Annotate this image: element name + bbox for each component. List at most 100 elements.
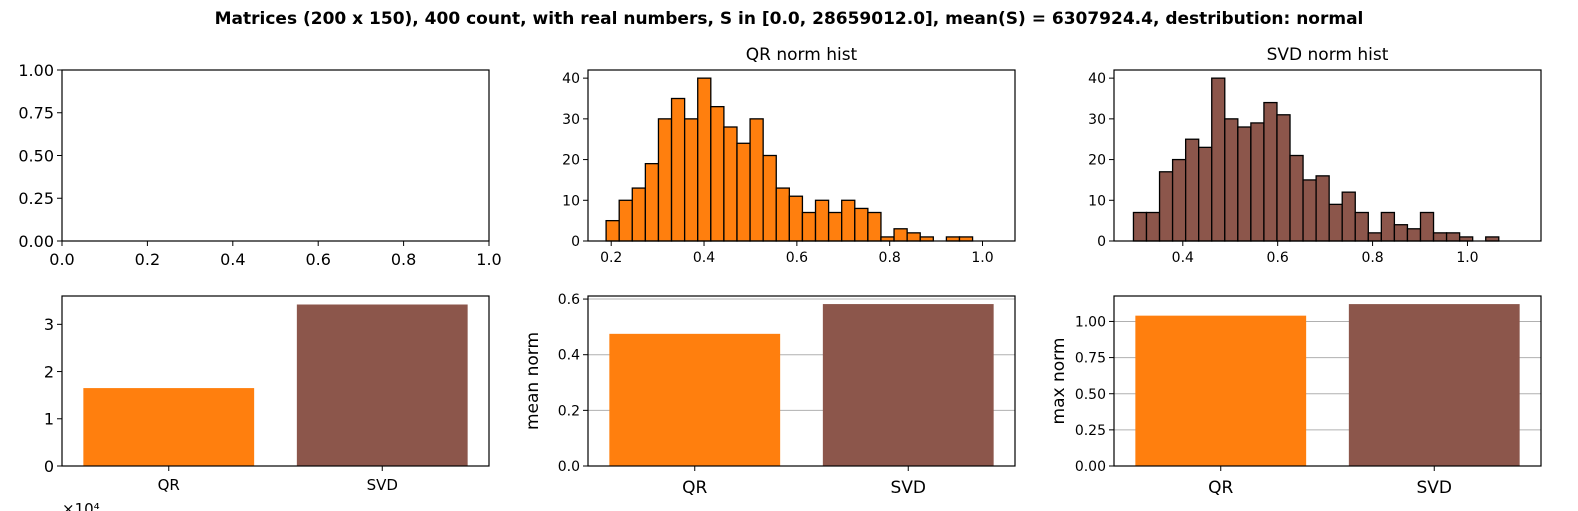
hist-bar [749, 118, 764, 242]
y-tick-label: 0.25 [1075, 423, 1106, 439]
hist-bar [1132, 211, 1148, 242]
hist-bar [1302, 179, 1317, 242]
y-tick-label: 0.00 [1075, 459, 1106, 475]
hist-bar [841, 199, 856, 242]
y-axis-label: mean norm [523, 332, 543, 430]
bar-qr [1135, 315, 1307, 466]
y-tick-label: 0 [1097, 234, 1106, 250]
hist-bar [1458, 236, 1474, 242]
x-tick-label: QR [682, 478, 707, 498]
x-tick-label: 0.6 [305, 250, 330, 269]
axes-frame [1113, 295, 1542, 467]
hist-bar [1211, 77, 1226, 242]
y-tick-label: 0.2 [558, 403, 580, 419]
hist-bar [775, 187, 790, 242]
y-tick-label: 0.75 [18, 104, 54, 123]
y-tick-label: 10 [562, 193, 580, 209]
y-tick-label: 2 [44, 362, 54, 381]
hist-bar [958, 236, 974, 242]
hist-bar [801, 211, 817, 242]
x-tick-label: SVD [890, 478, 926, 498]
hist-bar [1145, 211, 1161, 242]
hist-bar [854, 207, 869, 242]
hist-bar [1328, 203, 1343, 242]
x-tick-label: SVD [367, 476, 398, 494]
axes-frame [587, 69, 1016, 242]
x-tick-label: 0.6 [1267, 250, 1289, 266]
y-tick-label: 0 [571, 234, 580, 250]
y-tick-label: 0.25 [18, 189, 54, 208]
y-tick-label: 1.00 [1075, 314, 1106, 330]
hist-bar [1354, 211, 1369, 242]
hist-bar [1237, 126, 1252, 242]
figure-title: Matrices (200 x 150), 400 count, with re… [214, 9, 1364, 29]
hist-bar [1224, 118, 1239, 242]
hist-bar [697, 77, 712, 242]
y-tick-label: 1.00 [18, 61, 54, 80]
hist-bar [1406, 228, 1422, 242]
hist-bar [1393, 224, 1409, 242]
subplot-4: QR SVD 0 1 2 3 ×10⁴ [44, 295, 490, 511]
y-tick-label: 0.00 [18, 232, 54, 251]
bar-svd [1348, 304, 1520, 466]
y-tick-label: 0.0 [558, 459, 580, 475]
y-axis-label: max norm [1049, 338, 1069, 425]
x-tick-label: 1.0 [476, 250, 501, 269]
y-tick-label: 40 [1088, 71, 1106, 87]
y-tick-label: 40 [562, 71, 580, 87]
hist-bar [827, 211, 843, 242]
hist-bar [919, 236, 934, 242]
y-tick-label: 0.6 [558, 292, 580, 308]
x-tick-label: 0.8 [1361, 250, 1383, 266]
hist-bar [1315, 175, 1330, 242]
hist-bar [880, 236, 895, 242]
x-tick-label: 0.0 [49, 250, 74, 269]
subplot-6: QR SVD 0.00 0.25 0.50 0.75 1.00 max norm [1049, 295, 1542, 498]
x-tick-label: 0.4 [1172, 250, 1194, 266]
y-tick-label: 20 [1088, 153, 1106, 169]
x-tick-label: 0.4 [693, 250, 715, 266]
hist-bar [723, 126, 738, 242]
axes-frame [587, 295, 1016, 467]
x-tick-label: 0.8 [391, 250, 416, 269]
y-tick-label: 0.4 [558, 348, 580, 364]
hist-bar [788, 195, 804, 242]
hist-bar [736, 142, 751, 242]
y-tick-label: 0.50 [18, 146, 54, 165]
hist-bar [1198, 146, 1213, 242]
hist-bar [867, 211, 882, 242]
x-tick-label: 0.2 [600, 250, 622, 266]
hist-bar [1341, 191, 1356, 242]
hist-bar [670, 97, 686, 242]
hist-bar [893, 228, 908, 242]
y-tick-label: 3 [44, 315, 54, 334]
hist-bar [605, 219, 620, 242]
hist-bar [814, 199, 830, 242]
y-tick-label: 0.50 [1075, 387, 1106, 403]
subplot-2: 0.2 0.4 0.6 0.8 1.0 0 10 20 30 40 QR norm hist [562, 45, 1016, 266]
hist-bar [1485, 236, 1500, 242]
x-tick-label: QR [158, 476, 180, 494]
y-tick-label: 20 [562, 153, 580, 169]
subplot-1: 0.0 0.2 0.4 0.6 0.8 1.0 0.00 0.25 0.50 0.75 1.00 [18, 61, 501, 269]
hist-bar [618, 199, 633, 242]
y-tick-label: 30 [1088, 112, 1106, 128]
hist-bar [1445, 232, 1461, 242]
hist-bar [1289, 154, 1304, 242]
hist-bar [1171, 158, 1187, 242]
subplot-title: QR norm hist [746, 45, 858, 65]
bar-qr [83, 388, 255, 466]
hist-bar [1276, 114, 1291, 242]
hist-bar [631, 187, 647, 242]
hist-bar [1263, 101, 1278, 242]
x-tick-label: 0.4 [220, 250, 245, 269]
x-tick-label: 1.0 [971, 250, 993, 266]
hist-bar [644, 162, 660, 242]
hist-bar [1419, 211, 1435, 242]
subplot-5: QR SVD 0.0 0.2 0.4 0.6 mean norm [523, 292, 1016, 498]
x-tick-label: QR [1208, 478, 1233, 498]
hist-bar [1158, 171, 1174, 242]
y-tick-label: 1 [44, 410, 54, 429]
hist-bar [762, 154, 777, 242]
